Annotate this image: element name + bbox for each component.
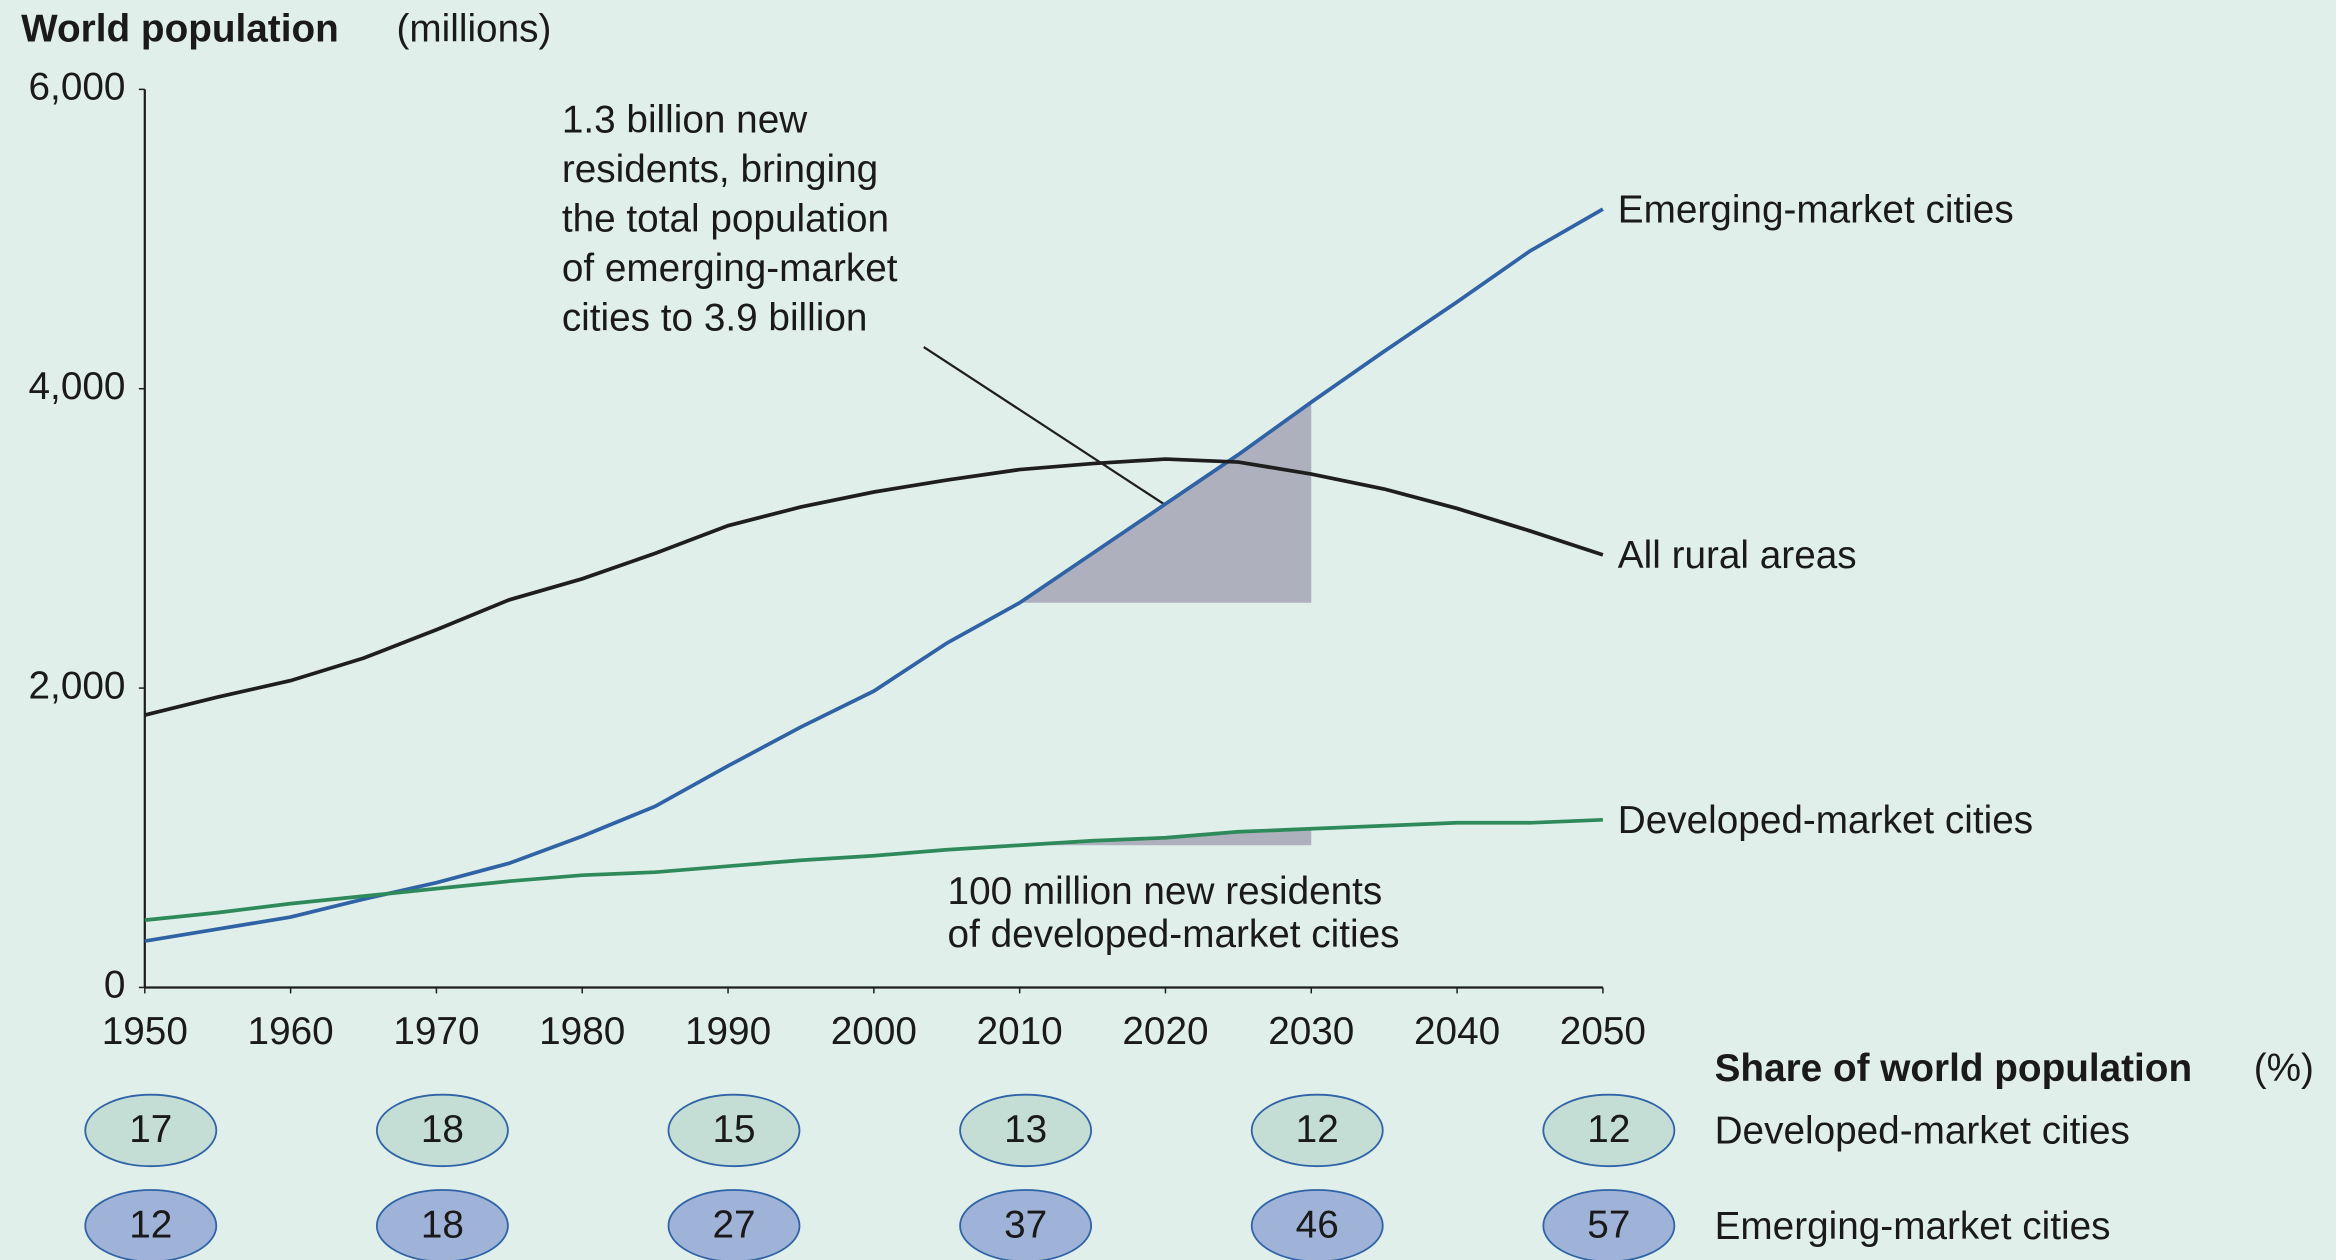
share-value: 46 xyxy=(1296,1203,1339,1246)
x-tick-label: 2040 xyxy=(1414,1010,1500,1053)
x-tick-label: 1980 xyxy=(539,1010,625,1053)
y-tick-label: 2,000 xyxy=(29,664,126,707)
share-bubble xyxy=(84,1093,218,1168)
growth-area xyxy=(1019,402,1312,603)
share-bubble xyxy=(1250,1189,1384,1260)
annotation: 100 million new residents xyxy=(948,870,1383,913)
share-value: 18 xyxy=(421,1108,464,1151)
share-row-label: Developed-market cities xyxy=(1715,1110,2130,1153)
x-tick-label: 2050 xyxy=(1560,1010,1646,1053)
annotation: of developed-market cities xyxy=(948,913,1400,956)
share-unit: (%) xyxy=(2254,1047,2314,1090)
annotation: cities to 3.9 billion xyxy=(562,297,868,340)
x-tick-label: 2030 xyxy=(1268,1010,1354,1053)
series-label: Emerging-market cities xyxy=(1618,188,2014,231)
annotation: residents, bringing xyxy=(562,148,878,191)
share-bubble xyxy=(667,1093,801,1168)
share-value: 12 xyxy=(1296,1108,1339,1151)
x-tick-label: 1950 xyxy=(102,1010,188,1053)
x-tick-label: 1990 xyxy=(685,1010,771,1053)
series-label: Developed-market cities xyxy=(1618,799,2033,842)
share-bubble xyxy=(1542,1189,1676,1260)
x-tick-label: 2010 xyxy=(977,1010,1063,1053)
share-value: 12 xyxy=(129,1203,172,1246)
share-bubble xyxy=(1542,1093,1676,1168)
x-tick-label: 1970 xyxy=(393,1010,479,1053)
share-bubble xyxy=(1250,1093,1384,1168)
share-value: 57 xyxy=(1587,1203,1630,1246)
series-line xyxy=(144,457,1604,717)
series-line xyxy=(144,817,1603,922)
y-tick-label: 0 xyxy=(104,964,126,1007)
x-tick-label: 2000 xyxy=(831,1010,917,1053)
share-bubble xyxy=(375,1093,509,1168)
annotation-arrow xyxy=(923,346,1196,526)
share-title: Share of world population xyxy=(1715,1047,2193,1090)
x-tick-label: 2020 xyxy=(1122,1010,1208,1053)
chart-title: World population xyxy=(21,8,339,51)
chart-title-unit: (millions) xyxy=(397,8,552,51)
annotation: of emerging-market xyxy=(562,247,898,290)
share-bubble xyxy=(84,1189,218,1260)
share-value: 12 xyxy=(1587,1108,1630,1151)
share-bubble xyxy=(959,1093,1093,1168)
x-tick-label: 1960 xyxy=(248,1010,334,1053)
share-value: 13 xyxy=(1004,1108,1047,1151)
annotation: the total population xyxy=(562,198,889,241)
share-value: 17 xyxy=(129,1108,172,1151)
series-label: All rural areas xyxy=(1618,534,1857,577)
share-bubble xyxy=(667,1189,801,1260)
y-tick-label: 4,000 xyxy=(29,365,126,408)
share-value: 37 xyxy=(1004,1203,1047,1246)
y-tick-label: 6,000 xyxy=(29,66,126,109)
share-bubble xyxy=(959,1189,1093,1260)
share-bubble xyxy=(375,1189,509,1260)
annotation: 1.3 billion new xyxy=(562,98,808,141)
series-line xyxy=(144,207,1604,943)
share-row-label: Emerging-market cities xyxy=(1715,1205,2111,1248)
share-value: 27 xyxy=(712,1203,755,1246)
share-value: 15 xyxy=(712,1108,755,1151)
share-value: 18 xyxy=(421,1203,464,1246)
